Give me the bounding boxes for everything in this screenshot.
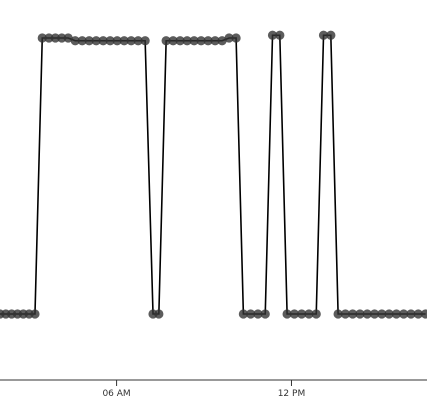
x-tick-label-1: 12 PM: [278, 389, 306, 399]
data-point-10: [57, 33, 67, 43]
data-point-41: [275, 30, 285, 40]
data-point-45: [304, 309, 314, 319]
data-point-61: [420, 309, 427, 319]
data-point-21: [133, 36, 143, 46]
data-point-36: [238, 309, 248, 319]
data-point-12: [70, 36, 80, 46]
data-point-27: [175, 36, 185, 46]
data-point-35: [231, 33, 241, 43]
data-point-43: [289, 309, 299, 319]
data-point-57: [391, 309, 401, 319]
data-point-11: [63, 33, 73, 43]
data-point-6: [30, 309, 40, 319]
data-point-33: [217, 36, 227, 46]
data-point-60: [413, 309, 423, 319]
series-line: [0, 34, 426, 315]
data-point-55: [377, 309, 387, 319]
data-point-9: [50, 33, 60, 43]
data-points: [0, 30, 427, 319]
data-point-20: [126, 36, 136, 46]
data-point-38: [253, 309, 263, 319]
data-point-40: [267, 30, 278, 40]
data-point-19: [119, 36, 129, 46]
data-point-17: [105, 36, 115, 46]
data-point-54: [369, 309, 380, 319]
data-point-8: [44, 33, 54, 43]
data-point-58: [399, 309, 409, 319]
data-point-30: [196, 36, 206, 46]
data-point-15: [91, 36, 101, 46]
data-point-51: [348, 309, 358, 319]
data-point-56: [384, 309, 394, 319]
data-point-53: [362, 309, 372, 319]
data-point-22: [140, 36, 150, 46]
data-point-18: [112, 36, 122, 46]
data-point-16: [98, 36, 108, 46]
data-point-42: [282, 309, 292, 319]
data-point-46: [311, 309, 321, 319]
data-point-37: [246, 309, 256, 319]
x-tick-label-0: 06 AM: [102, 389, 130, 399]
data-point-50: [340, 309, 350, 319]
data-point-29: [189, 36, 199, 46]
data-point-26: [168, 36, 178, 46]
data-point-49: [333, 309, 343, 319]
data-point-44: [297, 309, 307, 319]
data-point-52: [355, 309, 365, 319]
data-point-13: [77, 36, 87, 46]
data-point-34: [224, 33, 234, 43]
data-point-24: [154, 309, 164, 319]
data-point-48: [326, 30, 336, 40]
data-point-39: [260, 309, 270, 319]
data-point-28: [182, 36, 192, 46]
x-axis-ticks: 06 AM 12 PM: [102, 380, 305, 399]
x-axis: 06 AM 12 PM: [0, 379, 427, 399]
data-point-14: [84, 36, 94, 46]
data-point-31: [203, 36, 213, 46]
plot-area: [0, 30, 427, 319]
data-point-47: [318, 30, 329, 40]
data-point-7: [37, 33, 47, 43]
data-point-32: [210, 36, 220, 46]
data-point-59: [406, 309, 416, 319]
data-point-25: [161, 36, 171, 46]
